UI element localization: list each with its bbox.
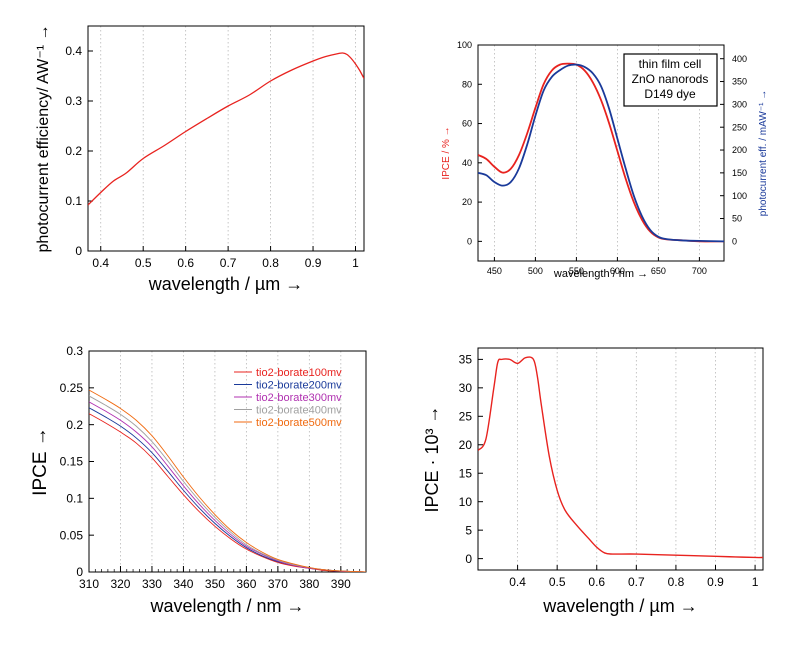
y-right-axis-tick-label-2: 100 (732, 191, 747, 201)
series-line-0 (89, 413, 366, 572)
x-axis-tick-label-4: 0.8 (262, 256, 279, 270)
x-axis-label: wavelength / µm → (148, 274, 303, 294)
y-axis-label: IPCE · 10³ → (422, 405, 442, 512)
annotation-line-0: thin film cell (639, 57, 702, 71)
x-axis-tick-label-3: 0.7 (628, 575, 645, 589)
x-axis-tick-label-5: 0.9 (707, 575, 724, 589)
y-left-axis-label: IPCE / % → (441, 126, 452, 179)
y-axis-tick-label-4: 0.4 (65, 44, 82, 58)
y-axis-tick-label-5: 25 (459, 410, 473, 424)
y-axis-tick-label-2: 0.2 (65, 144, 82, 158)
y-right-axis-tick-label-5: 250 (732, 122, 747, 132)
x-axis-tick-label-1: 500 (528, 266, 543, 276)
y-right-axis-tick-label-7: 350 (732, 77, 747, 87)
x-axis-tick-label-6: 1 (352, 256, 359, 270)
x-axis-tick-label-1: 320 (110, 577, 130, 591)
legend-label-4: tio2-borate500mv (256, 417, 342, 429)
plot-frame (87, 25, 365, 252)
y-axis-tick-label-0: 0 (465, 552, 472, 566)
x-axis-label: wavelength / nm → (149, 596, 304, 616)
y-left-axis-tick-label-3: 60 (462, 119, 472, 129)
y-axis-tick-label-2: 0.1 (66, 492, 83, 506)
y-right-axis-tick-label-8: 400 (732, 54, 747, 64)
x-axis-tick-label-6: 370 (268, 577, 288, 591)
annotation-line-1: ZnO nanorods (632, 72, 709, 86)
x-axis-label: wavelength / nm → (553, 268, 648, 280)
x-axis-tick-label-5: 700 (692, 266, 707, 276)
series-line (478, 356, 763, 559)
y-axis-tick-label-4: 0.2 (66, 418, 83, 432)
y-axis-label: photocurrent efficiency/ AW⁻¹ → (35, 24, 52, 252)
y-right-axis-tick-label-6: 300 (732, 100, 747, 110)
y-left-axis-tick-label-4: 80 (462, 79, 472, 89)
legend-label-3: tio2-borate400mv (256, 405, 342, 417)
x-axis-tick-label-7: 380 (299, 577, 319, 591)
y-axis-tick-label-3: 15 (459, 466, 473, 480)
legend-label-2: tio2-borate300mv (256, 392, 342, 404)
legend-label-0: tio2-borate100mv (256, 367, 342, 379)
y-axis-tick-label-1: 0.05 (60, 528, 84, 542)
y-right-axis-tick-label-3: 150 (732, 168, 747, 178)
series-line-4 (89, 389, 366, 572)
y-axis-tick-label-0: 0 (75, 244, 82, 258)
y-right-axis-tick-label-4: 200 (732, 145, 747, 155)
x-axis-tick-label-4: 650 (651, 266, 666, 276)
x-axis-tick-label-0: 0.4 (92, 256, 109, 270)
x-axis-tick-label-5: 0.9 (305, 256, 322, 270)
y-axis-tick-label-6: 0.3 (66, 344, 83, 358)
y-right-axis-tick-label-0: 0 (732, 237, 737, 247)
annotation-line-2: D149 dye (644, 87, 696, 101)
x-axis-tick-label-0: 310 (79, 577, 99, 591)
legend: tio2-borate100mvtio2-borate200mvtio2-bor… (234, 367, 342, 429)
legend-label-1: tio2-borate200mv (256, 380, 342, 392)
y-left-axis-tick-label-1: 20 (462, 197, 472, 207)
y-axis-tick-label-7: 35 (459, 353, 473, 367)
y-axis-tick-label-3: 0.15 (60, 455, 84, 469)
series-line-right (478, 63, 724, 243)
chart-panel-ipce-1e3: 0.4 0.5 0.6 0.7 0.8 0.9 105101520253035wavelen… (422, 347, 764, 616)
y-axis-tick-label-1: 5 (465, 523, 472, 537)
y-axis-label: IPCE → (30, 427, 51, 496)
y-left-axis-tick-label-0: 0 (467, 237, 472, 247)
x-axis-tick-label-0: 450 (487, 266, 502, 276)
x-axis-label: wavelength / µm → (542, 596, 697, 616)
x-axis-tick-label-2: 0.6 (177, 256, 194, 270)
y-left-axis-tick-label-5: 100 (457, 40, 472, 50)
annotation-box (623, 53, 718, 107)
chart-panel-tio2-borate: 310 320 330 340 350 360 370 380 390 0 0.05 0.1 0.15 0… (30, 344, 367, 616)
x-axis-tick-label-4: 350 (205, 577, 225, 591)
chart-panel-thin-film-cell: 450 500 550 600 650 700 0 20 40 60 80 100 0 50 100 150 2… (441, 40, 769, 280)
y-left-axis-tick-label-2: 40 (462, 158, 472, 168)
y-right-axis-label: photocurrent eff. / mAW⁻¹ → (758, 90, 769, 216)
y-axis-tick-label-2: 10 (459, 495, 473, 509)
series-line (88, 52, 364, 206)
plot-frame (477, 347, 764, 571)
x-axis-tick-label-3: 0.7 (220, 256, 237, 270)
x-axis-tick-label-3: 600 (610, 266, 625, 276)
x-axis-tick-label-2: 330 (142, 577, 162, 591)
plot-frame (477, 44, 725, 262)
x-axis-tick-label-6: 1 (752, 575, 759, 589)
y-axis-tick-label-3: 0.3 (65, 94, 82, 108)
y-axis-tick-label-5: 0.25 (60, 381, 84, 395)
x-axis-tick-label-5: 360 (236, 577, 256, 591)
y-axis-tick-label-0: 0 (76, 565, 83, 579)
y-right-axis-tick-label-1: 50 (732, 214, 742, 224)
y-axis-tick-label-4: 20 (459, 438, 473, 452)
y-axis-tick-label-1: 0.1 (65, 194, 82, 208)
series-line-1 (89, 407, 366, 572)
x-axis-tick-label-1: 0.5 (549, 575, 566, 589)
x-axis-tick-label-1: 0.5 (135, 256, 152, 270)
x-axis-tick-label-0: 0.4 (509, 575, 526, 589)
chart-panel-photocurrent-efficiency: 0.4 0.5 0.6 0.7 0.8 0.9 1 0 0.1 0.2 0.3 0.4 waveleng… (35, 24, 365, 294)
x-axis-tick-label-3: 340 (173, 577, 193, 591)
x-axis-tick-label-8: 390 (331, 577, 351, 591)
y-axis-tick-label-6: 30 (459, 381, 473, 395)
x-axis-tick-label-4: 0.8 (668, 575, 685, 589)
x-axis-tick-label-2: 0.6 (588, 575, 605, 589)
x-axis-tick-label-2: 550 (569, 266, 584, 276)
